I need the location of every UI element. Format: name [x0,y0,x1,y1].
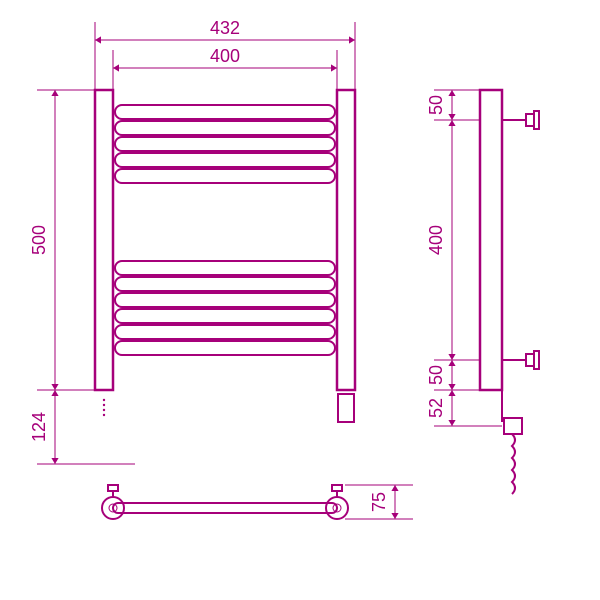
svg-text:50: 50 [426,365,446,385]
svg-text:50: 50 [426,95,446,115]
technical-drawing: 432 400 500 124 50 400 50 52 75 [0,0,600,600]
svg-text:124: 124 [29,412,49,442]
svg-text:52: 52 [426,398,446,418]
svg-text:500: 500 [29,225,49,255]
svg-text:75: 75 [369,492,389,512]
svg-text:400: 400 [210,46,240,66]
svg-text:432: 432 [210,18,240,38]
svg-text:400: 400 [426,225,446,255]
